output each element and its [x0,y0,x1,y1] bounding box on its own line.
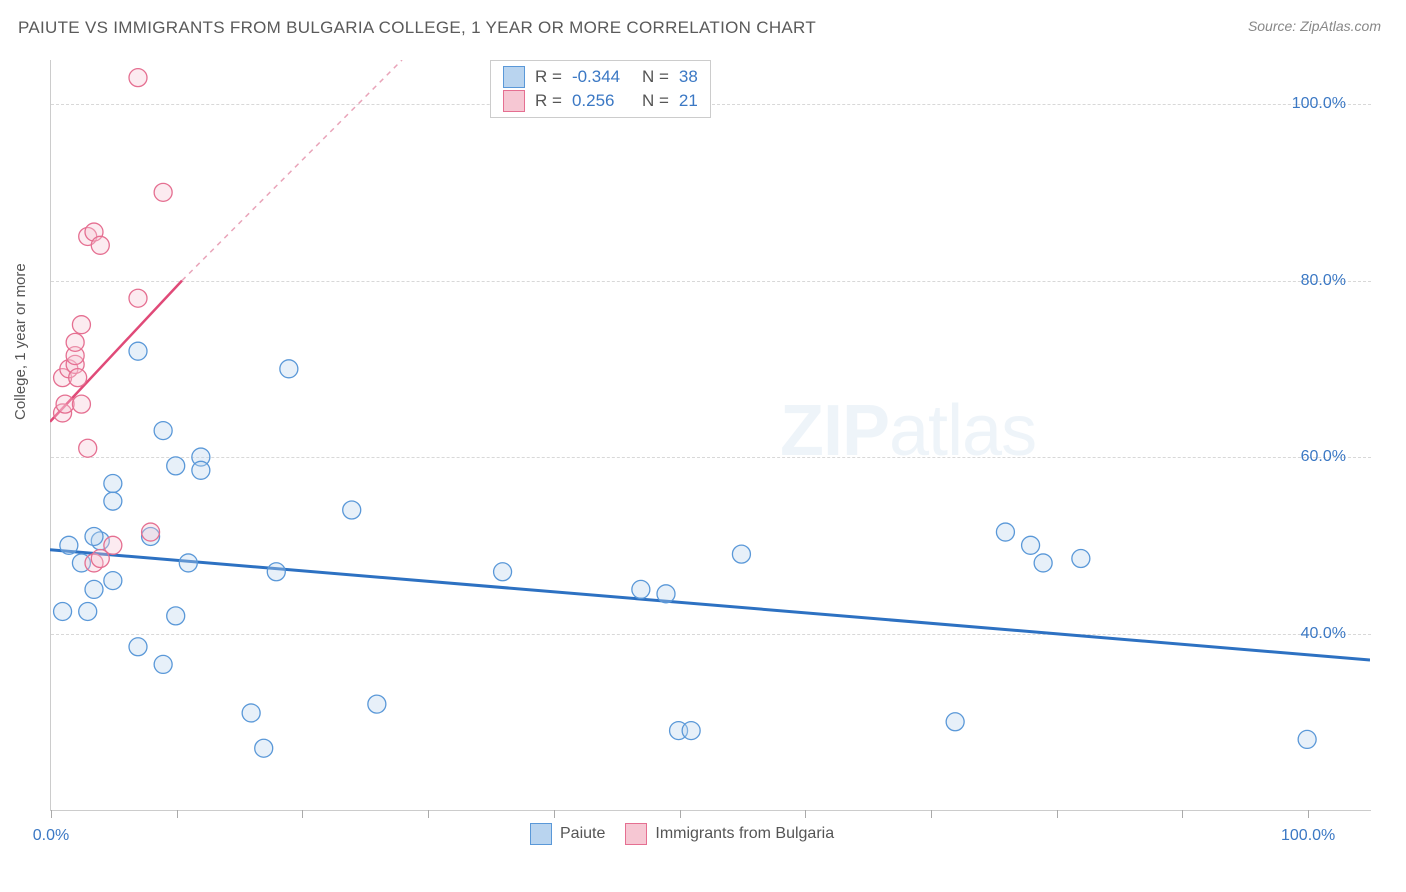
data-point [280,360,298,378]
x-tick [931,810,932,818]
data-point [267,563,285,581]
data-point [368,695,386,713]
data-point [54,602,72,620]
x-tick [177,810,178,818]
chart-title: PAIUTE VS IMMIGRANTS FROM BULGARIA COLLE… [18,18,816,38]
legend-r-label: R = [535,67,562,87]
data-point [104,492,122,510]
x-tick [51,810,52,818]
data-point [66,333,84,351]
data-point [682,722,700,740]
data-point [1022,536,1040,554]
data-point [1072,550,1090,568]
data-point [104,475,122,493]
series-legend-label: Immigrants from Bulgaria [655,825,834,843]
data-point [56,395,74,413]
series-legend-label: Paiute [560,825,605,843]
data-point [104,572,122,590]
data-point [79,602,97,620]
data-point [494,563,512,581]
x-tick [1308,810,1309,818]
y-axis-label: College, 1 year or more [12,263,29,420]
series-legend-item: Immigrants from Bulgaria [625,823,834,845]
legend-r-value: -0.344 [572,67,632,87]
data-point [732,545,750,563]
x-tick [680,810,681,818]
series-legend-item: Paiute [530,823,605,845]
data-point [79,439,97,457]
legend-n-value: 21 [679,91,698,111]
x-tick [805,810,806,818]
data-point [129,69,147,87]
data-point [632,580,650,598]
series-legend: Paiute Immigrants from Bulgaria [530,823,834,845]
x-tick [428,810,429,818]
data-point [996,523,1014,541]
legend-n-label: N = [642,67,669,87]
data-point [85,580,103,598]
legend-n-value: 38 [679,67,698,87]
x-tick [1057,810,1058,818]
legend-swatch-icon [625,823,647,845]
data-point [179,554,197,572]
data-point [343,501,361,519]
data-point [129,289,147,307]
data-point [255,739,273,757]
source-credit: Source: ZipAtlas.com [1248,18,1381,34]
scatter-svg [50,60,1370,810]
data-point [946,713,964,731]
trend-line [50,550,1370,660]
legend-row: R = 0.256 N = 21 [503,89,698,113]
data-point [167,457,185,475]
x-tick-label: 100.0% [1281,827,1335,845]
legend-swatch-icon [503,90,525,112]
data-point [69,369,87,387]
legend-swatch-icon [530,823,552,845]
legend-swatch-icon [503,66,525,88]
data-point [129,638,147,656]
data-point [242,704,260,722]
data-point [154,422,172,440]
data-point [91,236,109,254]
data-point [167,607,185,625]
data-point [154,655,172,673]
data-point [85,527,103,545]
legend-row: R = -0.344 N = 38 [503,65,698,89]
legend-r-value: 0.256 [572,91,632,111]
correlation-legend: R = -0.344 N = 38 R = 0.256 N = 21 [490,60,711,118]
data-point [72,395,90,413]
data-point [1298,730,1316,748]
data-point [72,316,90,334]
trend-line-extension [182,60,402,281]
legend-n-label: N = [642,91,669,111]
chart-area: ZIPatlas 40.0%60.0%80.0%100.0%0.0%100.0%… [50,60,1370,810]
data-point [1034,554,1052,572]
data-point [657,585,675,603]
data-point [154,183,172,201]
data-point [60,536,78,554]
x-tick [302,810,303,818]
x-tick-label: 0.0% [33,827,69,845]
x-tick [554,810,555,818]
data-point [129,342,147,360]
x-tick [1182,810,1183,818]
legend-r-label: R = [535,91,562,111]
data-point [142,523,160,541]
data-point [104,536,122,554]
data-point [192,461,210,479]
